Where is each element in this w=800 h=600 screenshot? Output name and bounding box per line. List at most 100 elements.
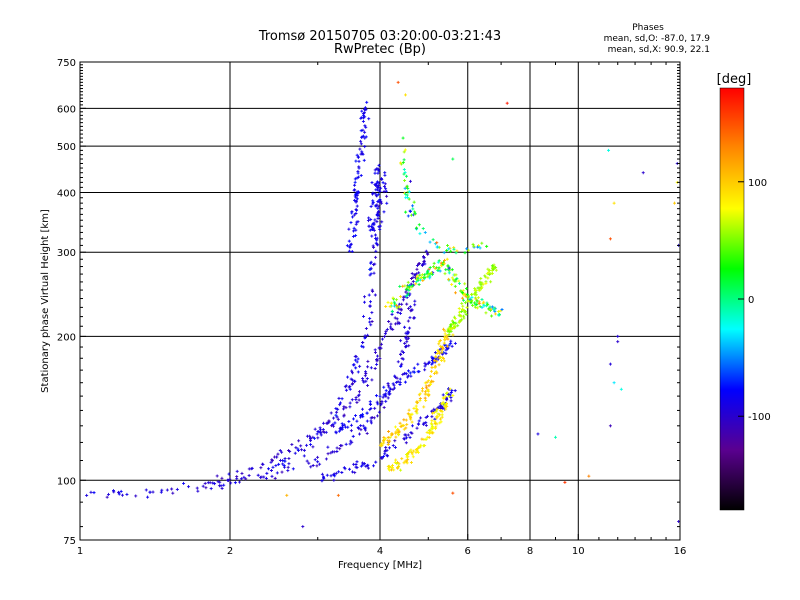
data-point bbox=[358, 364, 362, 368]
data-point bbox=[324, 457, 328, 461]
data-point bbox=[404, 290, 408, 294]
data-point bbox=[318, 430, 322, 434]
data-point bbox=[383, 182, 387, 186]
data-point bbox=[412, 200, 416, 204]
data-point bbox=[612, 201, 616, 205]
data-point bbox=[404, 287, 408, 291]
data-point bbox=[398, 284, 402, 288]
data-point bbox=[407, 408, 411, 412]
data-point bbox=[330, 450, 334, 454]
data-point bbox=[448, 393, 452, 397]
data-point bbox=[439, 417, 443, 421]
data-point bbox=[144, 488, 148, 492]
data-point bbox=[457, 282, 461, 286]
data-point bbox=[370, 288, 374, 292]
data-point bbox=[459, 314, 463, 318]
data-point bbox=[415, 411, 419, 415]
data-point bbox=[449, 323, 453, 327]
data-point bbox=[368, 317, 372, 321]
y-tick-label: 500 bbox=[57, 142, 76, 153]
data-point bbox=[402, 158, 406, 162]
data-point bbox=[117, 490, 121, 494]
data-point bbox=[387, 392, 391, 396]
data-point bbox=[359, 142, 363, 146]
data-point bbox=[400, 349, 404, 353]
data-point bbox=[616, 340, 620, 344]
data-point bbox=[373, 192, 377, 196]
data-point bbox=[235, 469, 239, 473]
data-points bbox=[85, 80, 680, 529]
data-point bbox=[146, 495, 150, 499]
data-point bbox=[378, 227, 382, 231]
data-point bbox=[386, 396, 390, 400]
data-point bbox=[85, 493, 89, 497]
data-point bbox=[417, 370, 421, 374]
data-point bbox=[226, 478, 230, 482]
data-point bbox=[359, 464, 363, 468]
data-point bbox=[301, 525, 305, 529]
data-point bbox=[357, 175, 361, 179]
data-point bbox=[366, 466, 370, 470]
data-point bbox=[450, 344, 454, 348]
data-point bbox=[262, 475, 266, 479]
data-point bbox=[382, 210, 386, 214]
data-point bbox=[381, 181, 385, 185]
data-point bbox=[417, 223, 421, 227]
data-point bbox=[370, 181, 374, 185]
data-point bbox=[368, 400, 372, 404]
data-point bbox=[454, 279, 458, 283]
data-point bbox=[348, 245, 352, 249]
data-point bbox=[375, 203, 379, 207]
data-point bbox=[309, 465, 313, 469]
data-point bbox=[587, 474, 591, 478]
data-point bbox=[369, 402, 373, 406]
data-point bbox=[354, 228, 358, 232]
data-point bbox=[269, 468, 273, 472]
data-point bbox=[408, 449, 412, 453]
data-point bbox=[429, 379, 433, 383]
data-point bbox=[376, 192, 380, 196]
data-point bbox=[447, 266, 451, 270]
data-point bbox=[372, 464, 376, 468]
data-point bbox=[336, 407, 340, 411]
data-point bbox=[407, 307, 411, 311]
data-point bbox=[450, 276, 454, 280]
data-point bbox=[406, 214, 410, 218]
data-point bbox=[401, 357, 405, 361]
data-point bbox=[347, 419, 351, 423]
data-point bbox=[372, 271, 376, 275]
data-point bbox=[405, 461, 409, 465]
data-point bbox=[287, 462, 291, 466]
data-point bbox=[374, 194, 378, 198]
data-point bbox=[437, 259, 441, 263]
data-point bbox=[453, 291, 457, 295]
data-point bbox=[453, 324, 457, 328]
data-point bbox=[393, 302, 397, 306]
data-point bbox=[315, 464, 319, 468]
x-tick-label: 2 bbox=[227, 546, 233, 557]
data-point bbox=[228, 477, 232, 481]
data-point bbox=[165, 488, 169, 492]
data-point bbox=[336, 417, 340, 421]
data-point bbox=[356, 394, 360, 398]
data-point bbox=[336, 493, 340, 497]
data-point bbox=[112, 489, 116, 493]
data-point bbox=[422, 256, 426, 260]
data-point bbox=[219, 484, 223, 488]
data-point bbox=[170, 487, 174, 491]
data-point bbox=[340, 422, 344, 426]
data-point bbox=[395, 462, 399, 466]
data-point bbox=[415, 267, 419, 271]
data-point bbox=[442, 335, 446, 339]
data-point bbox=[359, 139, 363, 143]
data-point bbox=[490, 264, 494, 268]
data-point bbox=[370, 311, 374, 315]
data-point bbox=[286, 469, 290, 473]
data-point bbox=[423, 262, 427, 266]
data-point bbox=[359, 424, 363, 428]
data-point bbox=[395, 317, 399, 321]
data-point bbox=[460, 296, 464, 300]
x-axis-label: Frequency [MHz] bbox=[338, 560, 422, 571]
data-point bbox=[120, 493, 124, 497]
data-point bbox=[355, 208, 359, 212]
